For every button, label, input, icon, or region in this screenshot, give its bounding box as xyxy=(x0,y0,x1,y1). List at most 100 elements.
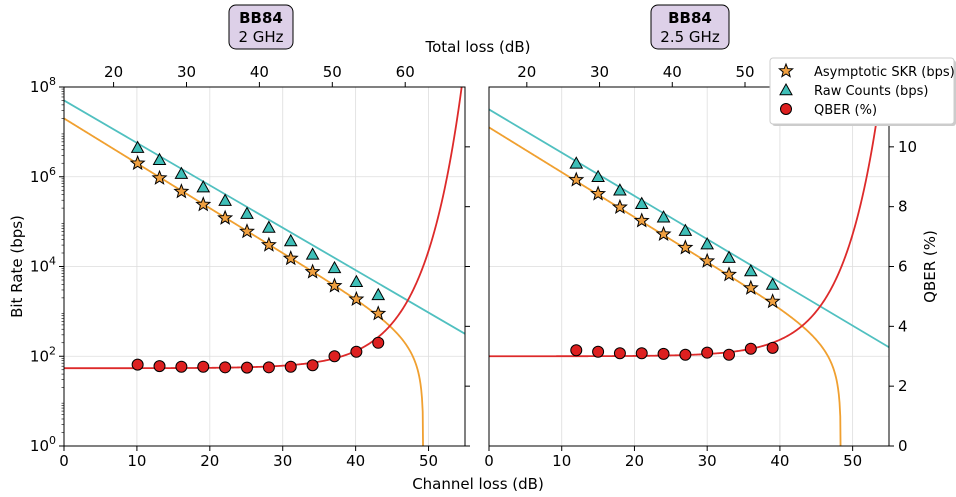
qber-point xyxy=(635,347,648,360)
skr-point xyxy=(633,212,650,228)
qber-point xyxy=(241,361,254,374)
series-skr xyxy=(129,154,387,321)
qber-tick-label: 4 xyxy=(898,317,908,335)
top-x-tick-label: 20 xyxy=(104,63,123,81)
skr-point xyxy=(129,154,146,171)
qber-point xyxy=(701,346,714,359)
top-x-tick-label: 30 xyxy=(590,63,609,81)
raw-point xyxy=(634,196,649,209)
legend-item: Raw Counts (bps) xyxy=(779,82,928,99)
qber-point xyxy=(153,360,166,373)
series-skr xyxy=(568,171,781,309)
skr-point xyxy=(173,183,190,199)
skr-point xyxy=(677,239,694,255)
skr-point xyxy=(282,250,299,266)
qber-tick-label: 2 xyxy=(898,377,908,395)
y-tick-label: 102 xyxy=(30,344,56,365)
legend-label: QBER (%) xyxy=(814,103,877,118)
plot-area xyxy=(489,87,889,446)
legend-item: QBER (%) xyxy=(780,103,877,118)
skr-point xyxy=(151,169,168,185)
x-tick-label: 20 xyxy=(625,452,644,470)
x-tick-label: 0 xyxy=(59,452,69,470)
skr-point xyxy=(568,171,585,187)
legend-marker xyxy=(779,82,793,96)
x-tick-label: 10 xyxy=(552,452,571,470)
qber-point xyxy=(570,344,583,357)
raw-point xyxy=(613,183,627,196)
qber-point xyxy=(306,359,319,372)
y-tick-label: 104 xyxy=(30,255,56,276)
raw-point xyxy=(262,220,276,233)
legend-marker xyxy=(778,62,794,78)
skr-point xyxy=(195,196,212,212)
raw-point xyxy=(152,152,167,165)
qber-point xyxy=(592,345,605,358)
skr-point xyxy=(611,198,628,215)
skr-point xyxy=(326,277,343,293)
top-x-tick-label: 40 xyxy=(250,63,269,81)
raw-point xyxy=(327,260,342,274)
top-x-tick-label: 40 xyxy=(663,63,682,81)
top-x-tick-label: 50 xyxy=(323,63,342,81)
raw-point xyxy=(130,140,145,153)
qber-point xyxy=(219,361,232,374)
raw-point xyxy=(700,237,715,250)
skr_fit xyxy=(64,117,424,446)
x-tick-label: 30 xyxy=(698,452,717,470)
top-x-tick-label: 60 xyxy=(396,63,415,81)
qber-tick-label: 6 xyxy=(898,258,908,276)
qber-tick-label: 10 xyxy=(898,138,917,156)
qber-point xyxy=(766,341,779,354)
qber_fit xyxy=(64,87,463,370)
legend-label: Asymptotic SKR (bps) xyxy=(814,65,955,80)
annotation-rate: 2 GHz xyxy=(238,28,283,46)
raw-point xyxy=(743,263,758,277)
series-raw xyxy=(569,156,780,290)
series-raw xyxy=(130,140,386,301)
raw-point xyxy=(283,233,298,247)
qber-point xyxy=(350,345,363,358)
raw-point xyxy=(765,277,780,290)
legend-box xyxy=(769,57,955,125)
skr-point xyxy=(655,225,672,241)
series-qber xyxy=(570,341,779,361)
raw-point xyxy=(349,274,364,288)
panel-right: 0 10 20 30 40 50 20 30 40 50 0 2 4 6 8 10 QBER (%) BB842.… xyxy=(484,4,939,470)
skr-point xyxy=(742,279,759,295)
series-qber xyxy=(131,336,385,374)
qber-point xyxy=(613,347,626,360)
x-tick-label: 40 xyxy=(346,452,365,470)
skr-point xyxy=(590,185,607,201)
top-x-axis-label: Total loss (dB) xyxy=(424,38,530,56)
qber-point xyxy=(744,342,757,355)
raw-point xyxy=(371,287,386,301)
x-tick-label: 0 xyxy=(484,452,494,470)
y-tick-label: 100 xyxy=(30,434,56,455)
x-tick-label: 30 xyxy=(273,452,292,470)
y-tick-label: 108 xyxy=(30,75,56,96)
qber-point xyxy=(175,360,188,373)
raw-point xyxy=(678,223,693,236)
qber-point xyxy=(131,358,144,371)
raw-point xyxy=(591,169,605,183)
annotation-box xyxy=(650,4,730,50)
legend: Asymptotic SKR (bps) Raw Counts (bps) QBER… xyxy=(769,57,956,126)
qber-tick-label: 0 xyxy=(898,437,908,455)
skr-point xyxy=(764,293,781,309)
raw-point xyxy=(240,206,254,219)
qber-point xyxy=(657,347,670,360)
skr-point xyxy=(348,290,365,307)
qber-point xyxy=(284,360,297,373)
skr_fit xyxy=(489,126,842,446)
top-x-tick-label: 50 xyxy=(735,63,754,81)
y-tick-label: 106 xyxy=(30,165,56,186)
gridlines xyxy=(63,86,465,447)
plot-area xyxy=(64,87,465,446)
annotation-protocol: BB84 xyxy=(239,9,283,27)
raw-point xyxy=(656,210,671,223)
